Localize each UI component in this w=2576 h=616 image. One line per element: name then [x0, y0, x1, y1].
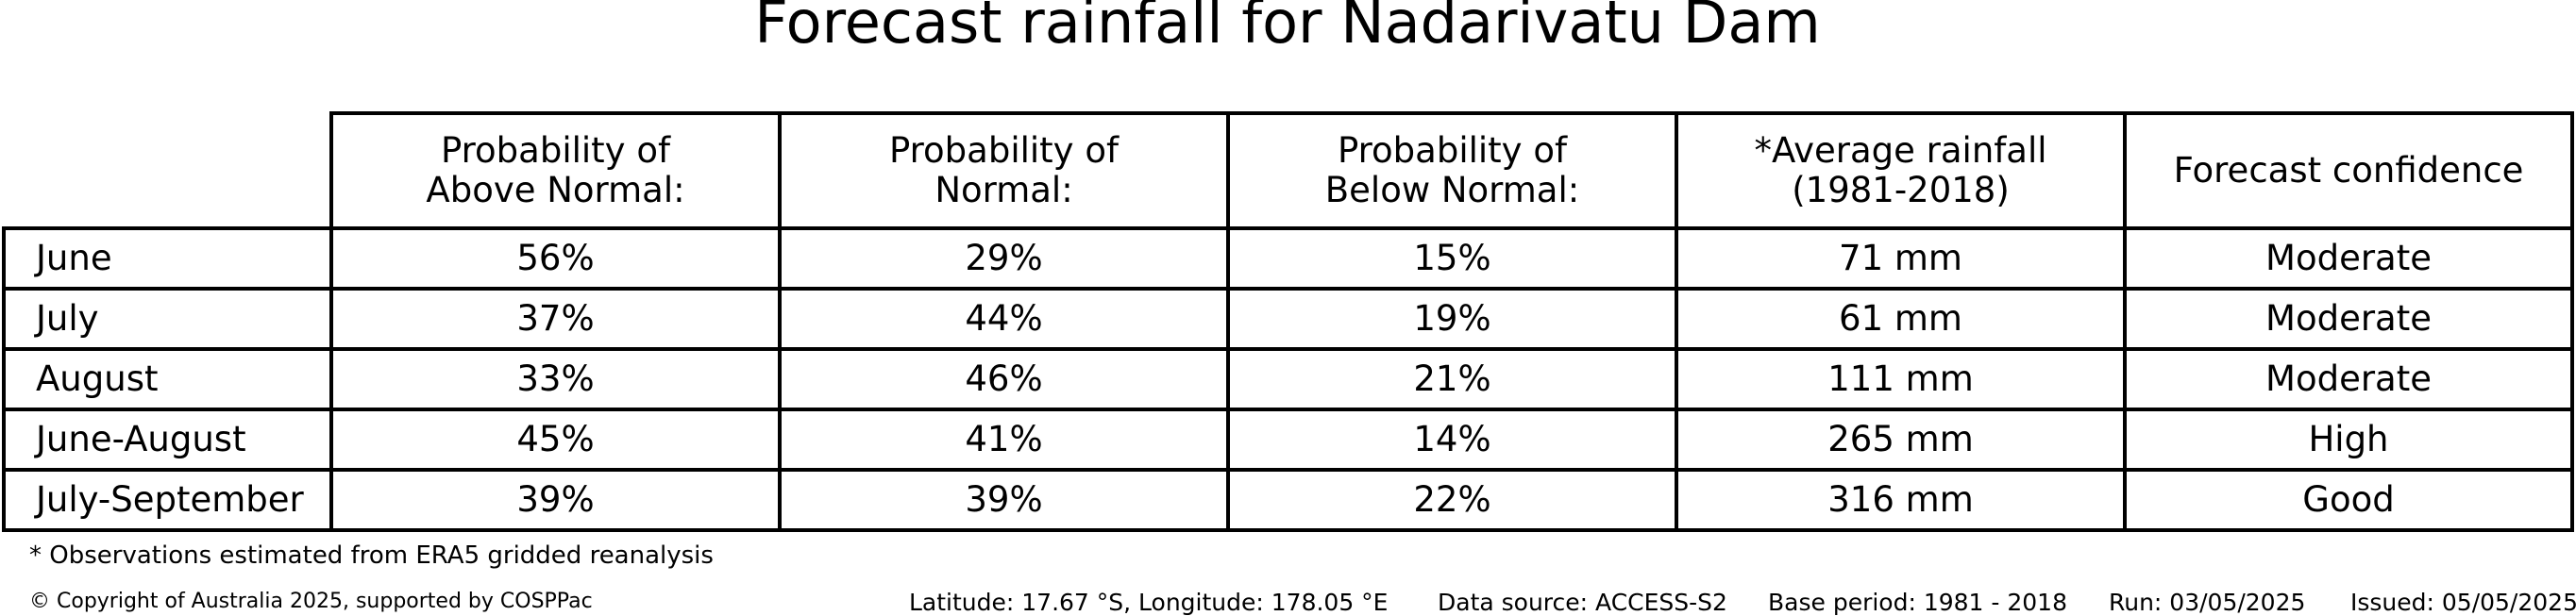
footnote: * Observations estimated from ERA5 gridd… — [29, 541, 714, 570]
table-row: June-August 45% 41% 14% 265 mm High — [2, 408, 2574, 472]
header-above-normal: Probability of Above Normal: — [329, 111, 782, 230]
cell-average: 265 mm — [1675, 408, 2127, 472]
page-title: Forecast rainfall for Nadarivatu Dam — [754, 0, 1821, 57]
cell-above: 56% — [329, 226, 782, 291]
table-row: August 33% 46% 21% 111 mm Moderate — [2, 347, 2574, 411]
table-row: July 37% 44% 19% 61 mm Moderate — [2, 287, 2574, 351]
cell-above: 33% — [329, 347, 782, 411]
copyright-text: © Copyright of Australia 2025, supported… — [29, 590, 593, 613]
cell-above: 39% — [329, 468, 782, 532]
header-forecast-confidence: Forecast confidence — [2123, 111, 2574, 230]
location-text: Latitude: 17.67 °S, Longitude: 178.05 °E — [909, 589, 1389, 616]
cell-confidence: Moderate — [2123, 226, 2574, 291]
cell-confidence: Moderate — [2123, 347, 2574, 411]
table-row: July-September 39% 39% 22% 316 mm Good — [2, 468, 2574, 532]
header-row: Probability of Above Normal: Probability … — [4, 111, 2574, 230]
run-date-text: Run: 03/05/2025 — [2109, 589, 2306, 616]
row-label: July — [2, 287, 333, 351]
cell-average: 316 mm — [1675, 468, 2127, 532]
cell-normal: 41% — [778, 408, 1230, 472]
cell-normal: 44% — [778, 287, 1230, 351]
base-period-text: Base period: 1981 - 2018 — [1768, 589, 2067, 616]
cell-normal: 39% — [778, 468, 1230, 532]
header-below-normal: Probability of Below Normal: — [1226, 111, 1678, 230]
cell-below: 15% — [1226, 226, 1678, 291]
cell-below: 22% — [1226, 468, 1678, 532]
cell-confidence: Good — [2123, 468, 2574, 532]
cell-average: 61 mm — [1675, 287, 2127, 351]
header-average-rainfall: *Average rainfall (1981-2018) — [1675, 111, 2127, 230]
cell-confidence: Moderate — [2123, 287, 2574, 351]
cell-normal: 46% — [778, 347, 1230, 411]
cell-above: 37% — [329, 287, 782, 351]
corner-cell — [4, 113, 331, 228]
issued-date-text: Issued: 05/05/2025 — [2350, 589, 2576, 616]
cell-below: 19% — [1226, 287, 1678, 351]
table-row: June 56% 29% 15% 71 mm Moderate — [2, 226, 2574, 291]
header-normal: Probability of Normal: — [778, 111, 1230, 230]
forecast-table: Probability of Above Normal: Probability … — [2, 111, 2574, 532]
row-label: June — [2, 226, 333, 291]
data-source-text: Data source: ACCESS-S2 — [1438, 589, 1727, 616]
row-label: June-August — [2, 408, 333, 472]
cell-above: 45% — [329, 408, 782, 472]
row-label: July-September — [2, 468, 333, 532]
cell-below: 14% — [1226, 408, 1678, 472]
cell-normal: 29% — [778, 226, 1230, 291]
cell-confidence: High — [2123, 408, 2574, 472]
cell-average: 71 mm — [1675, 226, 2127, 291]
cell-average: 111 mm — [1675, 347, 2127, 411]
cell-below: 21% — [1226, 347, 1678, 411]
row-label: August — [2, 347, 333, 411]
